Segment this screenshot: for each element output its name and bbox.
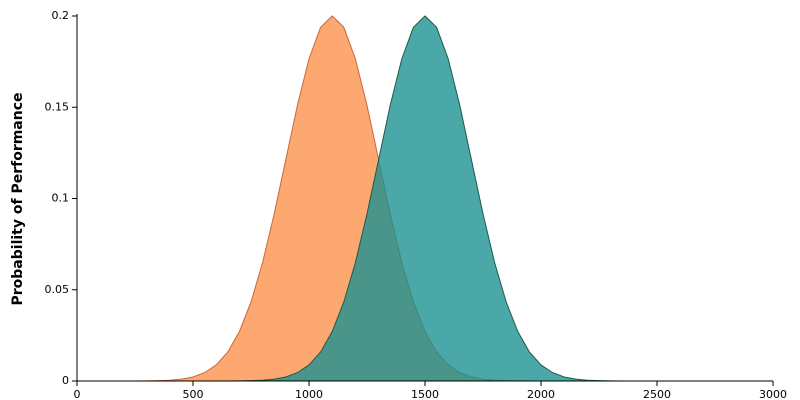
y-tick-label: 0.15 (45, 100, 70, 113)
area (77, 15, 773, 382)
x-tick-label: 3000 (759, 388, 787, 400)
x-tick-label: 1500 (411, 388, 439, 400)
x-tick-label: 2000 (527, 388, 555, 400)
x-tick-label: 500 (183, 388, 204, 400)
y-tick-label: 0.1 (52, 192, 70, 205)
x-tick-label: 1000 (295, 388, 323, 400)
x-tick-label: 2500 (643, 388, 671, 400)
y-tick-label: 0 (62, 374, 69, 387)
y-tick-label: 0.2 (52, 9, 70, 22)
y-axis-label: Probability of Performance (10, 92, 26, 305)
y-tick-label: 0.05 (45, 283, 70, 296)
x-tick-label: 0 (74, 388, 81, 400)
